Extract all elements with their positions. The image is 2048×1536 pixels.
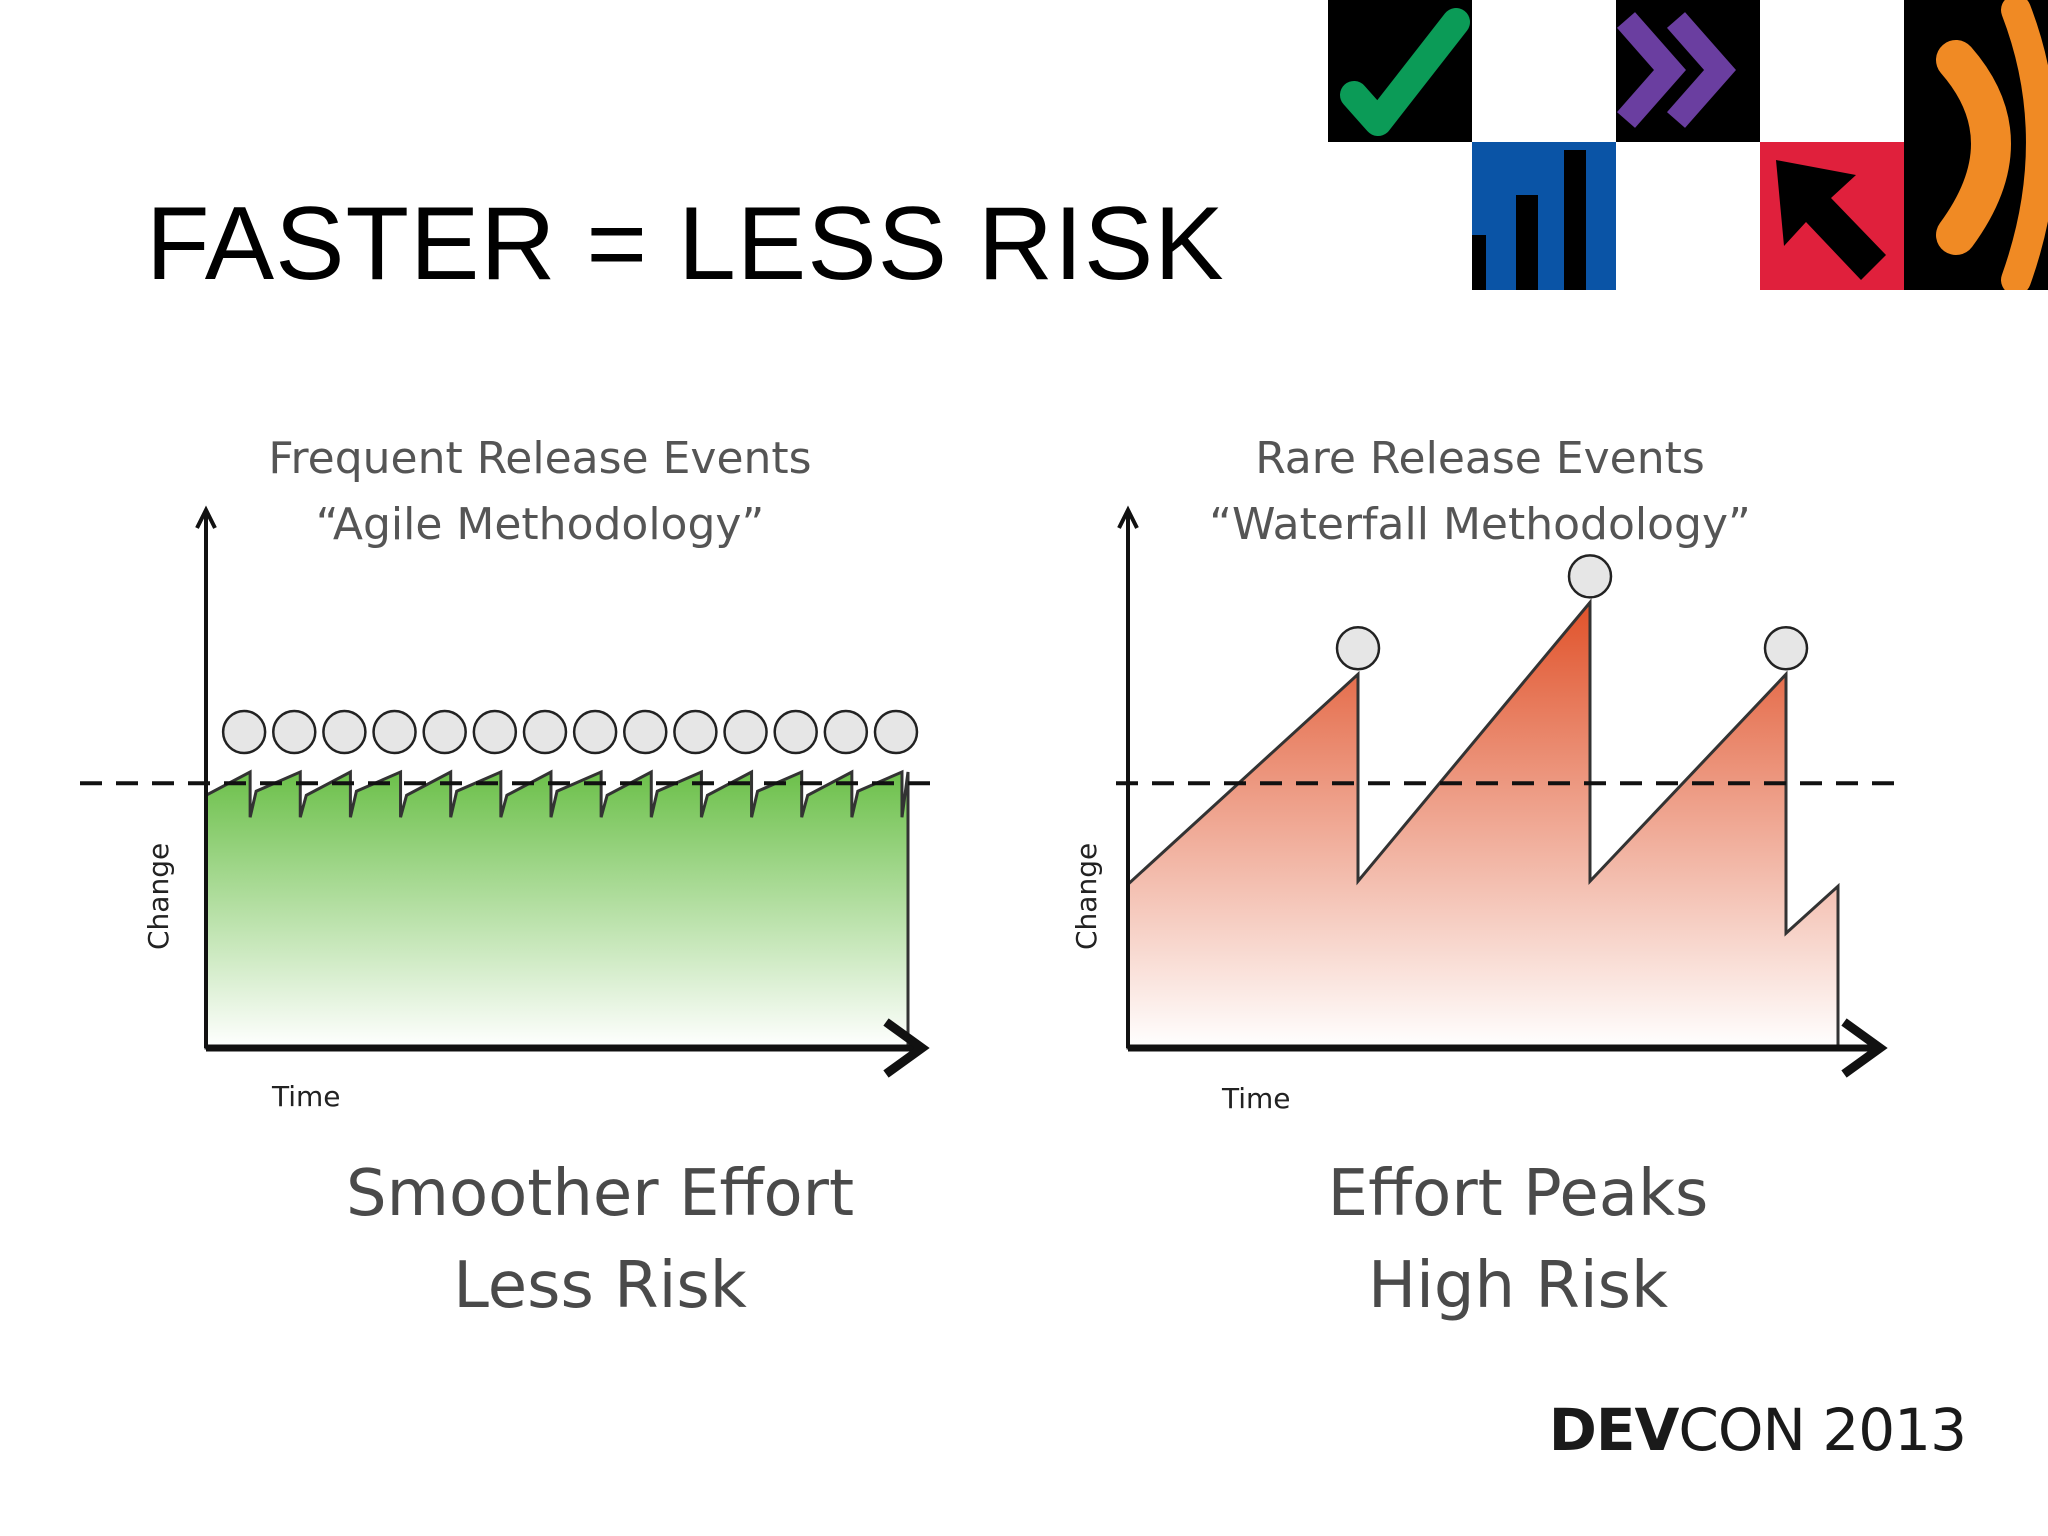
release-event-marker xyxy=(272,709,317,755)
double-chevron-icon xyxy=(1616,0,1760,142)
waterfall-caption-line2: High Risk xyxy=(1367,1249,1669,1323)
agile-effort-area xyxy=(204,769,910,1050)
release-event-marker xyxy=(472,709,518,755)
brand-bold: DEV xyxy=(1548,1396,1680,1464)
brand-light: CON 2013 xyxy=(1678,1396,1967,1464)
cursor-arrow-icon xyxy=(1760,142,1904,290)
chart-heading-line1: Frequent Release Events xyxy=(268,433,812,484)
release-event-marker xyxy=(823,709,869,755)
release-event-marker xyxy=(773,709,818,755)
chart-heading-line2: “Waterfall Methodology” xyxy=(1209,499,1751,550)
y-axis-label: Change xyxy=(142,842,175,950)
devcon-brand: DEVCON 2013 xyxy=(1548,1396,1967,1464)
agile-chart-panel: Frequent Release Events “Agile Methodolo… xyxy=(60,430,1020,1130)
x-axis-label: Time xyxy=(272,1080,341,1113)
signal-arc-icon xyxy=(1904,0,2048,290)
chart-heading-line1: Rare Release Events xyxy=(1255,433,1705,484)
waterfall-chart-panel: Rare Release Events “Waterfall Methodolo… xyxy=(1000,430,1960,1130)
release-event-marker xyxy=(572,709,618,755)
chart-heading-line2: “Agile Methodology” xyxy=(315,499,765,550)
release-event-marker xyxy=(873,709,919,755)
y-axis-arrow-icon xyxy=(1117,505,1139,529)
release-event-marker xyxy=(221,709,267,755)
agile-caption-line1: Smoother Effort xyxy=(345,1157,855,1231)
waterfall-chart xyxy=(1116,505,1900,1078)
release-event-marker xyxy=(623,709,668,755)
release-event-marker xyxy=(372,709,417,755)
checkmark-icon xyxy=(1328,0,1472,142)
agile-caption-line2: Less Risk xyxy=(453,1249,747,1323)
release-event-marker xyxy=(1335,626,1381,671)
y-axis-label: Change xyxy=(1070,842,1103,950)
agile-chart xyxy=(80,505,940,1078)
release-event-marker xyxy=(1567,554,1613,599)
y-axis-arrow-icon xyxy=(195,505,217,529)
x-axis-label: Time xyxy=(1222,1082,1291,1115)
x-axis-arrow-icon xyxy=(1841,1018,1888,1078)
bar-chart-icon xyxy=(1472,142,1616,290)
x-axis-arrow-icon xyxy=(883,1018,930,1078)
release-event-marker xyxy=(673,709,718,755)
slide-title: FASTER = LESS RISK xyxy=(146,186,1225,302)
waterfall-effort-area xyxy=(1126,598,1840,1050)
release-event-marker xyxy=(422,709,467,755)
release-event-marker xyxy=(1763,626,1809,671)
release-event-marker xyxy=(322,709,367,755)
waterfall-caption-line1: Effort Peaks xyxy=(1327,1157,1709,1231)
blank-tile xyxy=(1472,0,1616,142)
blank-tile xyxy=(1760,0,1904,142)
release-event-marker xyxy=(723,709,768,755)
devcon-logo-mosaic xyxy=(1328,0,2048,290)
release-event-marker xyxy=(522,709,568,755)
